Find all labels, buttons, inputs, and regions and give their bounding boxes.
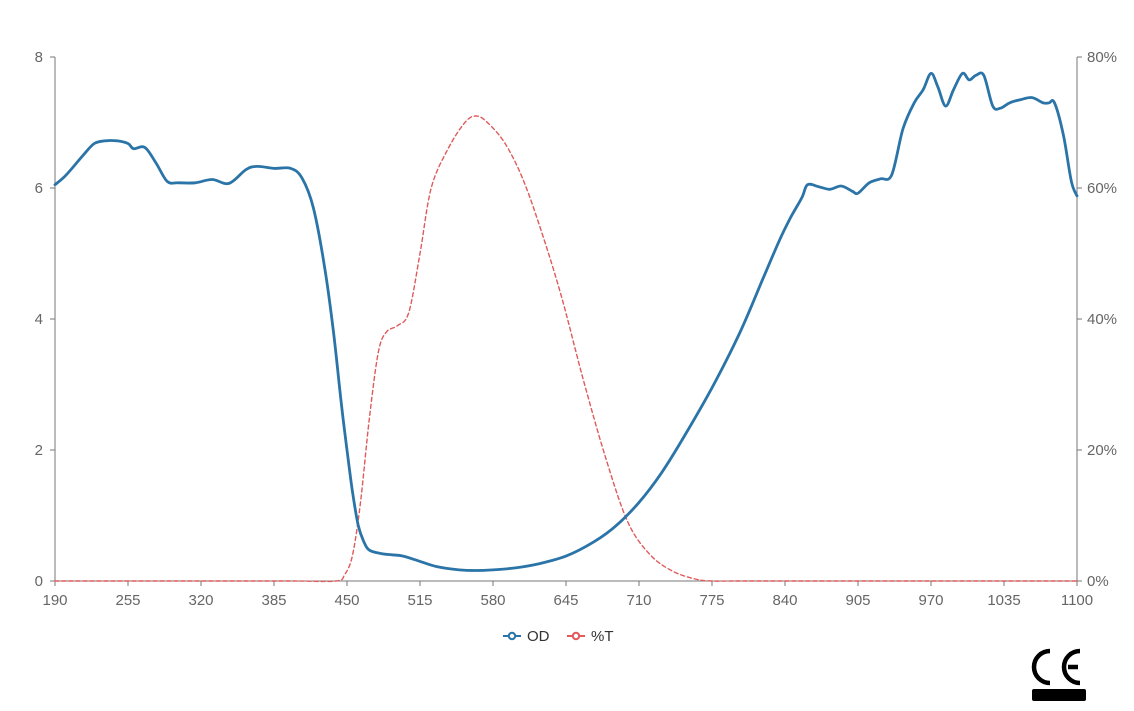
x-tick-label: 840 [772,592,797,609]
legend-swatch-marker [507,631,517,641]
x-tick-label: 580 [480,592,505,609]
legend[interactable]: OD %T [503,628,614,645]
legend-item[interactable]: OD [503,628,550,645]
y-left-tick-label: 8 [35,49,43,66]
y-right-tick-label: 20% [1087,442,1117,459]
legend-label: %T [591,628,614,645]
legend-label: OD [527,628,550,645]
series-line-percent-t [54,115,1078,583]
ce-certified-logo [1031,648,1086,701]
y-right-tick-label: 0% [1087,573,1109,590]
y-right-tick-label: 80% [1087,49,1117,66]
y-left-tick-label: 2 [35,442,43,459]
x-tick-label: 1035 [987,592,1020,609]
x-tick-label: 515 [407,592,432,609]
x-tick-label: 645 [553,592,578,609]
legend-item[interactable]: %T [567,628,614,645]
x-tick-label: 255 [115,592,140,609]
x-tick-label: 1100 [1061,592,1093,609]
x-tick-label: 970 [918,592,943,609]
x-tick-label: 450 [334,592,359,609]
axes: 190 255 320 385 450 515 580 645 710 775 840 905 970 1… [35,49,1117,609]
series-layer [53,71,1079,583]
x-tick-label: 385 [261,592,286,609]
x-tick-label: 320 [188,592,213,609]
series-line-od [53,71,1079,572]
x-tick-label: 775 [699,592,724,609]
y-left-tick-label: 6 [35,180,43,197]
y-left-tick-label: 4 [35,311,43,328]
x-tick-label: 905 [845,592,870,609]
y-right-tick-label: 60% [1087,180,1117,197]
x-tick-label: 710 [626,592,651,609]
legend-swatch-marker [571,631,581,641]
x-tick-label: 190 [42,592,67,609]
y-right-tick-label: 40% [1087,311,1117,328]
y-left-tick-label: 0 [35,573,43,590]
